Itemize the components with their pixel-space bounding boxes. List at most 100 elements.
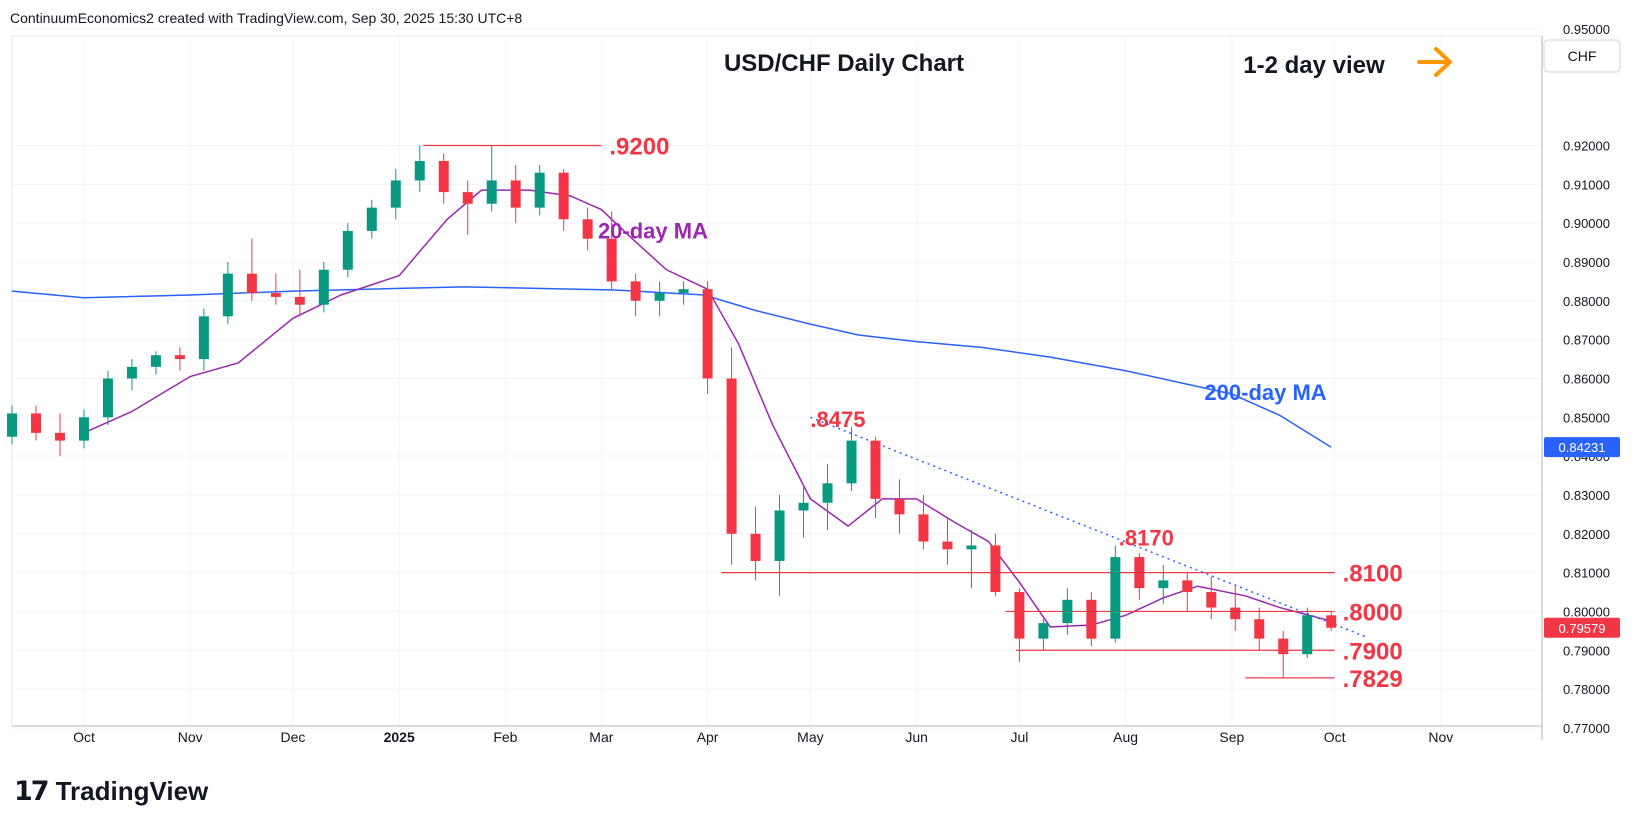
candle-body: [990, 545, 1001, 593]
chart-title: USD/CHF Daily Chart: [724, 50, 964, 77]
y-tick-label: 0.79000: [1563, 643, 1610, 658]
y-tick-label: 0.88000: [1563, 294, 1610, 309]
x-tick-label: Oct: [73, 729, 95, 745]
candle-body: [1254, 619, 1265, 639]
candle-body: [558, 172, 569, 220]
candle-body: [414, 161, 425, 181]
candle-body: [942, 541, 953, 550]
y-tick-label: 0.82000: [1563, 527, 1610, 542]
tradingview-logo-icon: 17: [14, 776, 50, 807]
x-tick-label: May: [797, 729, 823, 745]
y-tick-label: 0.90000: [1563, 216, 1610, 231]
candle-body: [1134, 557, 1145, 589]
currency-label: CHF: [1568, 48, 1597, 64]
candle-body: [342, 230, 353, 270]
candle-body: [1086, 599, 1097, 639]
y-tick-label: 0.83000: [1563, 488, 1610, 503]
tradingview-logo[interactable]: 17 TradingView: [14, 776, 208, 807]
candle-body: [294, 296, 305, 305]
x-tick-label: Nov: [178, 729, 203, 745]
candle-body: [702, 289, 713, 379]
y-tick-label: 0.87000: [1563, 333, 1610, 348]
candle-body: [318, 269, 329, 305]
level-label: .7900: [1343, 638, 1403, 665]
price-tag-bg: [1544, 437, 1620, 458]
annotation-label: .8170: [1119, 525, 1174, 550]
candle-body: [1302, 615, 1313, 655]
chart-credit: ContinuumEconomics2 created with Trading…: [10, 10, 523, 26]
candle-body: [1206, 592, 1217, 608]
candle-body: [774, 510, 785, 561]
candle-body: [1062, 599, 1073, 624]
candle-body: [1182, 580, 1193, 593]
annotation-label: .8475: [810, 407, 865, 432]
price-tag-label: 0.79579: [1559, 621, 1606, 636]
level-label: .8100: [1343, 561, 1403, 588]
candle-body: [462, 192, 473, 204]
candle-body: [1230, 607, 1241, 620]
y-tick-label: 0.78000: [1563, 682, 1610, 697]
candle-body: [846, 440, 857, 484]
candle-body: [750, 533, 761, 561]
candle-body: [270, 293, 281, 297]
candle-body: [438, 161, 449, 193]
y-tick-label: 0.95000: [1563, 22, 1610, 37]
x-tick-label: Nov: [1428, 729, 1453, 745]
candle-body: [822, 483, 833, 503]
candle-body: [78, 417, 89, 441]
y-tick-label: 0.92000: [1563, 138, 1610, 153]
x-tick-label: Jun: [905, 729, 928, 745]
price-tag-label: 0.84231: [1559, 440, 1606, 455]
x-tick-label: Dec: [281, 729, 306, 745]
candles-layer: [7, 145, 1337, 678]
ma200-line: [11, 286, 1332, 448]
currency-button[interactable]: [1543, 39, 1621, 73]
candle-body: [126, 366, 137, 379]
candle-body: [1278, 638, 1289, 655]
candle-body: [198, 316, 209, 360]
level-label: .7829: [1343, 666, 1403, 693]
candle-body: [174, 355, 185, 360]
annotation-label: 200-day MA: [1204, 380, 1326, 405]
annotation-layer: .9200 .8100 .8000 .7900.7829 .8475 .8170 20-da…: [598, 133, 1403, 692]
tick-labels: 0.95000 0.92000 0.91000 0.90000 0.89000 0.880…: [73, 22, 1610, 745]
candle-body: [102, 378, 113, 418]
candle-body: [654, 293, 665, 301]
y-tick-label: 0.86000: [1563, 371, 1610, 386]
x-tick-label: Feb: [493, 729, 517, 745]
candle-body: [150, 355, 161, 367]
chart-subtitle: 1-2 day view: [1243, 52, 1385, 79]
candle-body: [222, 273, 233, 317]
x-tick-label: 2025: [384, 729, 415, 745]
x-tick-label: Jul: [1010, 729, 1028, 745]
candle-body: [366, 207, 377, 231]
candle-body: [534, 172, 545, 208]
chart-axes: [11, 35, 1543, 740]
y-tick-label: 0.85000: [1563, 410, 1610, 425]
y-tick-label: 0.89000: [1563, 255, 1610, 270]
candle-body: [678, 289, 689, 294]
candle-body: [870, 440, 881, 499]
candle-body: [918, 514, 929, 542]
x-tick-label: Mar: [589, 729, 613, 745]
candle-body: [798, 502, 809, 511]
candle-body: [1038, 623, 1049, 639]
y-tick-label: 0.80000: [1563, 604, 1610, 619]
price-tags: 0.84231 0.79579: [1544, 437, 1620, 638]
levels-layer: [423, 144, 1335, 679]
candle-body: [1158, 580, 1169, 589]
candle-body: [246, 273, 257, 294]
candle-body: [1110, 557, 1121, 639]
x-tick-label: Aug: [1113, 729, 1138, 745]
arrow-right-icon: [1417, 47, 1452, 77]
price-tag-bg: [1544, 617, 1620, 638]
candle-body: [486, 180, 497, 204]
chart-grid: [12, 28, 1542, 729]
x-tick-label: Sep: [1219, 729, 1244, 745]
candle-body: [390, 180, 401, 208]
candle-body: [966, 545, 977, 550]
level-label: .9200: [609, 133, 669, 160]
ma200-layer: [11, 286, 1332, 448]
candle-body: [606, 238, 617, 282]
